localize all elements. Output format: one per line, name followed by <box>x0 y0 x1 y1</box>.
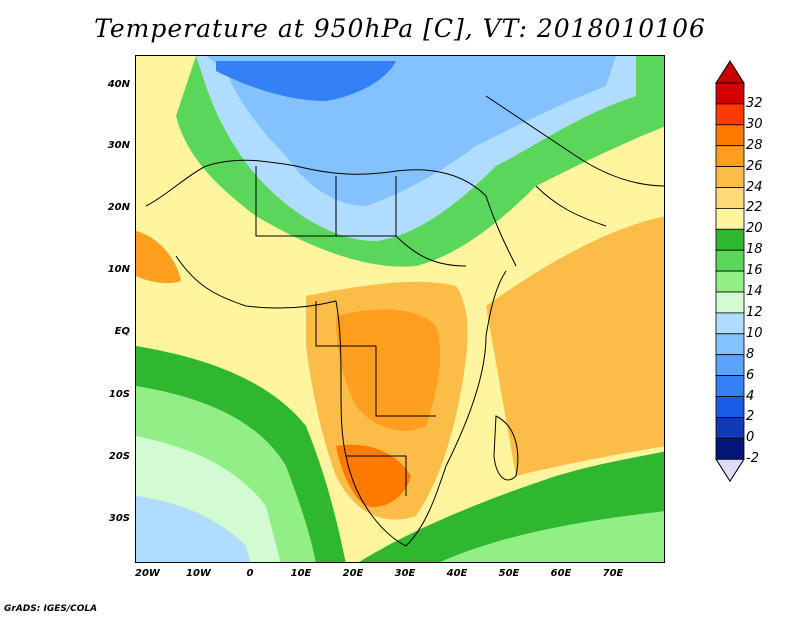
interior-hot <box>336 309 441 431</box>
lat-tick-label: 40N <box>107 79 130 90</box>
colorbar-label: 4 <box>746 388 755 404</box>
map-title: Temperature at 950hPa [C], VT: 201801010… <box>94 14 706 43</box>
border-line <box>335 300 407 547</box>
lon-tick-label: 0 <box>246 568 254 579</box>
map-canvas <box>136 56 664 562</box>
colorbar-label: 8 <box>746 346 755 362</box>
colorbar-label: 0 <box>746 430 755 446</box>
border-line <box>145 159 487 207</box>
colorbar-under-arrow <box>715 458 745 483</box>
colorbar-segment <box>715 291 745 314</box>
temperature-fields <box>136 56 664 562</box>
colorbar-label: 28 <box>746 137 763 153</box>
colorbar-label: 2 <box>746 409 755 425</box>
lon-tick-label: 10E <box>290 568 312 579</box>
colorbar-label: 10 <box>746 325 763 341</box>
colorbar-label: 20 <box>746 221 763 237</box>
colorbar-label: 12 <box>746 304 763 320</box>
lat-tick-label: EQ <box>114 326 130 337</box>
colorbar-segment <box>715 375 745 397</box>
colorbar-segment <box>715 354 745 377</box>
border-line <box>255 166 337 237</box>
border-line <box>535 185 607 227</box>
colorbar-segment <box>715 207 745 230</box>
kalahari-hot <box>336 444 411 507</box>
indian-ocean-warm <box>486 216 664 476</box>
sw-ocean-lightblue <box>136 496 251 562</box>
border-line <box>395 235 467 267</box>
lat-tick-label: 30N <box>107 140 130 151</box>
colorbar-segment <box>715 145 745 167</box>
lon-tick-label: 60E <box>550 568 572 579</box>
lon-tick-label: 70E <box>602 568 624 579</box>
colorbar-segment <box>715 437 745 460</box>
colorbar-segment <box>715 228 745 251</box>
grads-credit: GrADS: IGES/COLA <box>4 604 98 614</box>
lat-tick-label: 10N <box>107 264 130 275</box>
colorbar-segment <box>715 124 745 147</box>
colorbar-segment <box>715 312 745 335</box>
colorbar-segment <box>715 396 745 418</box>
temperature-map <box>135 55 665 563</box>
country-borders <box>145 95 664 547</box>
lon-tick-label: 20E <box>342 568 364 579</box>
colorbar-segment <box>715 166 745 188</box>
colorbar-segment <box>715 333 745 356</box>
colorbar-label: 24 <box>746 179 763 195</box>
lat-tick-label: 20N <box>107 202 130 213</box>
colorbar-label: 16 <box>746 263 763 279</box>
colorbar-label: 18 <box>746 242 763 258</box>
border-line <box>493 415 519 481</box>
colorbar-label: 22 <box>746 200 763 216</box>
europe-cold <box>216 61 396 101</box>
border-line <box>346 455 407 496</box>
border-line <box>175 255 337 309</box>
lat-tick-label: 30S <box>108 513 130 524</box>
border-line <box>485 195 517 267</box>
colorbar-over-arrow <box>715 60 745 84</box>
lon-tick-label: 30E <box>394 568 416 579</box>
west-warm <box>136 231 181 284</box>
colorbar-segment <box>715 270 745 293</box>
colorbar-graphic <box>715 60 745 483</box>
lat-tick-label: 10S <box>108 389 130 400</box>
colorbar-segment <box>715 249 745 272</box>
lon-tick-label: 10W <box>186 568 211 579</box>
se-ocean-lightgreen <box>440 511 664 562</box>
lon-tick-label: 50E <box>498 568 520 579</box>
colorbar-label: 6 <box>746 367 755 383</box>
lon-tick-label: 40E <box>446 568 468 579</box>
border-line <box>315 301 376 347</box>
colorbar-segment <box>715 187 745 209</box>
border-line <box>375 346 436 417</box>
lat-tick-label: 20S <box>108 451 130 462</box>
colorbar-label: 26 <box>746 158 763 174</box>
colorbar-label: 14 <box>746 284 763 299</box>
colorbar-label: -2 <box>746 451 759 467</box>
colorbar-segment <box>715 82 745 105</box>
lon-tick-label: 20W <box>135 568 160 579</box>
border-line <box>485 95 664 187</box>
colorbar-label: 32 <box>746 95 763 111</box>
colorbar-segment <box>715 416 745 439</box>
colorbar-label: 30 <box>746 116 763 132</box>
colorbar-segment <box>715 103 745 126</box>
border-line <box>405 270 507 547</box>
